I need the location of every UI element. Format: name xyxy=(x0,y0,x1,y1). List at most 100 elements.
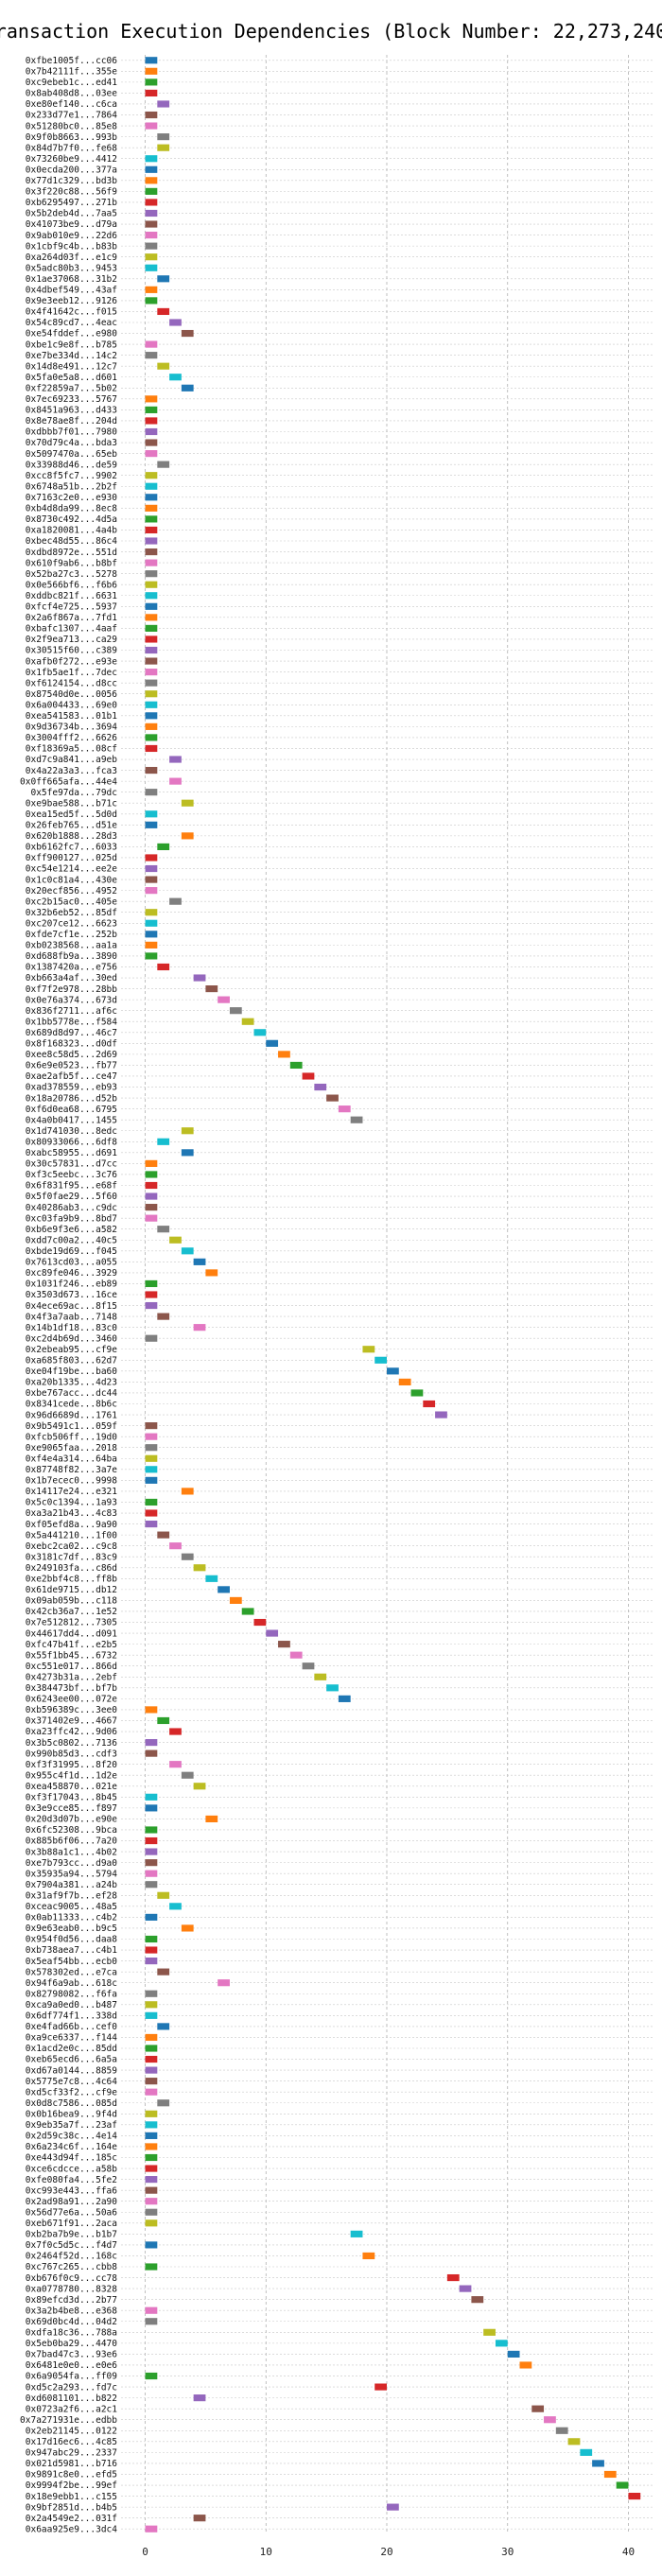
tx-bar xyxy=(157,1531,170,1539)
y-tick-label: 0xe9065faa...2018 xyxy=(26,1443,118,1453)
y-tick-label: 0xfcb506ff...19d0 xyxy=(26,1432,118,1442)
y-tick-label: 0xe04f19be...ba60 xyxy=(26,1366,118,1377)
y-tick-label: 0x8341cede...8b6c xyxy=(26,1400,117,1410)
tx-bar xyxy=(362,2252,375,2260)
y-tick-label: 0x26feb765...d51e xyxy=(26,821,118,831)
y-tick-label: 0x0d8c7586...085d xyxy=(26,2098,117,2109)
tx-bar xyxy=(555,2427,568,2434)
tx-bar xyxy=(145,1946,158,1954)
tx-bar xyxy=(289,1651,303,1659)
y-tick-label: 0x9d36734b...3694 xyxy=(26,722,118,733)
tx-bar xyxy=(145,89,158,97)
y-tick-label: 0x9eb35a7f...23af xyxy=(26,2120,117,2131)
tx-bar xyxy=(145,2001,158,2009)
y-tick-label: 0x2ad98a91...2a90 xyxy=(26,2197,118,2207)
y-tick-label: 0x09ab059b...c118 xyxy=(26,1596,118,1607)
tx-bar xyxy=(145,669,158,676)
tx-bar xyxy=(145,78,158,86)
tx-bar xyxy=(592,2460,604,2467)
y-tick-label: 0x7b42111f...355e xyxy=(26,67,118,78)
tx-bar xyxy=(145,177,158,184)
tx-bar xyxy=(145,2318,158,2325)
y-tick-label: 0x1c0c81a4...430e xyxy=(26,875,118,885)
tx-bar xyxy=(145,1509,158,1517)
tx-bar xyxy=(145,1706,158,1714)
tx-bar xyxy=(169,1761,182,1768)
y-tick-label: 0xcc8f5fc7...9902 xyxy=(26,471,117,481)
y-tick-label: 0xd7c9a841...a9eb xyxy=(26,755,118,765)
tx-bar xyxy=(145,1793,158,1801)
y-tick-label: 0xb0238568...aa1a xyxy=(26,941,117,951)
y-tick-label: 0x89efcd3d...2b77 xyxy=(26,2295,117,2306)
tx-bar xyxy=(218,1979,230,1987)
tx-bar xyxy=(145,209,158,218)
y-tick-label: 0xbe767acc...dc44 xyxy=(26,1388,118,1399)
y-tick-label: 0x3181c7df...83c9 xyxy=(26,1552,118,1562)
y-tick-label: 0x3a2b4be8...e368 xyxy=(26,2306,118,2316)
y-tick-label: 0x5b2deb4d...7aa5 xyxy=(26,209,117,219)
tx-bar xyxy=(423,1400,436,1408)
tx-bar xyxy=(145,614,158,621)
tx-bar xyxy=(145,67,158,75)
y-tick-label: 0x80933066...6df8 xyxy=(26,1137,118,1147)
tx-bar xyxy=(326,1094,339,1102)
y-tick-label: 0x94f6a9ab...618c xyxy=(26,1978,117,1989)
y-tick-label: 0xc89fe046...3929 xyxy=(26,1268,118,1279)
tx-bar xyxy=(145,2306,158,2314)
y-tick-label: 0x5775e7c8...4c64 xyxy=(26,2077,118,2087)
tx-bar xyxy=(145,1881,158,1888)
tx-bar xyxy=(181,1247,194,1255)
y-tick-label: 0x0ff665afa...44e4 xyxy=(20,776,117,787)
tx-bar xyxy=(302,1072,315,1080)
y-tick-label: 0xbec48d55...86c4 xyxy=(26,536,118,547)
tx-bar xyxy=(145,1476,158,1484)
tx-bar xyxy=(338,1695,351,1702)
y-tick-label: 0x1bb5778e...f584 xyxy=(26,1017,118,1027)
tx-bar xyxy=(145,2110,158,2117)
tx-bar xyxy=(145,854,158,862)
y-tick-label: 0xa23ffc42...9d06 xyxy=(26,1727,118,1737)
tx-bar xyxy=(145,624,158,632)
y-tick-label: 0x3503d673...16ce xyxy=(26,1290,118,1300)
tx-bar xyxy=(157,2023,170,2030)
tx-bar xyxy=(410,1389,424,1397)
tx-bar xyxy=(435,1411,447,1419)
tx-bar xyxy=(266,1629,279,1637)
tx-bar xyxy=(145,57,158,64)
tx-bar xyxy=(145,1466,158,1473)
tx-bar xyxy=(145,570,158,578)
y-tick-label: 0xee8c58d5...2d69 xyxy=(26,1050,118,1060)
y-tick-label: 0x42cb36a7...1e52 xyxy=(26,1607,117,1617)
tx-bar xyxy=(181,1924,194,1932)
tx-bar xyxy=(145,1749,158,1757)
y-tick-label: 0x77d1c329...bd3b xyxy=(26,176,118,186)
y-tick-label: 0xdbbb7f01...7980 xyxy=(26,427,118,438)
tx-bar xyxy=(145,592,158,600)
tx-bar xyxy=(181,1771,194,1779)
y-tick-label: 0x955c4f1d...1d2e xyxy=(26,1770,118,1781)
y-tick-label: 0x1031f246...eb89 xyxy=(26,1279,118,1290)
tx-bar xyxy=(145,2263,158,2271)
tx-bar xyxy=(145,2121,158,2129)
tx-bar xyxy=(145,1422,158,1430)
y-tick-label: 0x7904a381...a24b xyxy=(26,1880,118,1890)
y-tick-label: 0xafb0f272...e93e xyxy=(26,656,118,667)
y-tick-label: 0xa1820081...4a4b xyxy=(26,526,118,536)
y-tick-label: 0x9e63eab0...b9c5 xyxy=(26,1923,117,1934)
tx-bar xyxy=(157,307,170,316)
y-tick-label: 0x6243ee00...072e xyxy=(26,1695,118,1705)
y-tick-label: 0xabc58955...d691 xyxy=(26,1148,118,1158)
tx-bar xyxy=(157,1968,170,1976)
y-tick-label: 0x8f168323...d0df xyxy=(26,1039,117,1050)
tx-bar xyxy=(181,799,194,807)
tx-bar xyxy=(193,974,206,982)
tx-bar xyxy=(580,2448,593,2456)
tx-bar xyxy=(145,297,158,305)
y-tick-label: 0x620b1888...28d3 xyxy=(26,831,117,842)
tx-bar xyxy=(145,1301,158,1310)
tx-bar xyxy=(278,1641,290,1648)
x-tick-label: 10 xyxy=(260,2546,272,2558)
y-tick-label: 0xdbd8972e...551d xyxy=(26,548,117,558)
tx-bar xyxy=(169,374,182,381)
